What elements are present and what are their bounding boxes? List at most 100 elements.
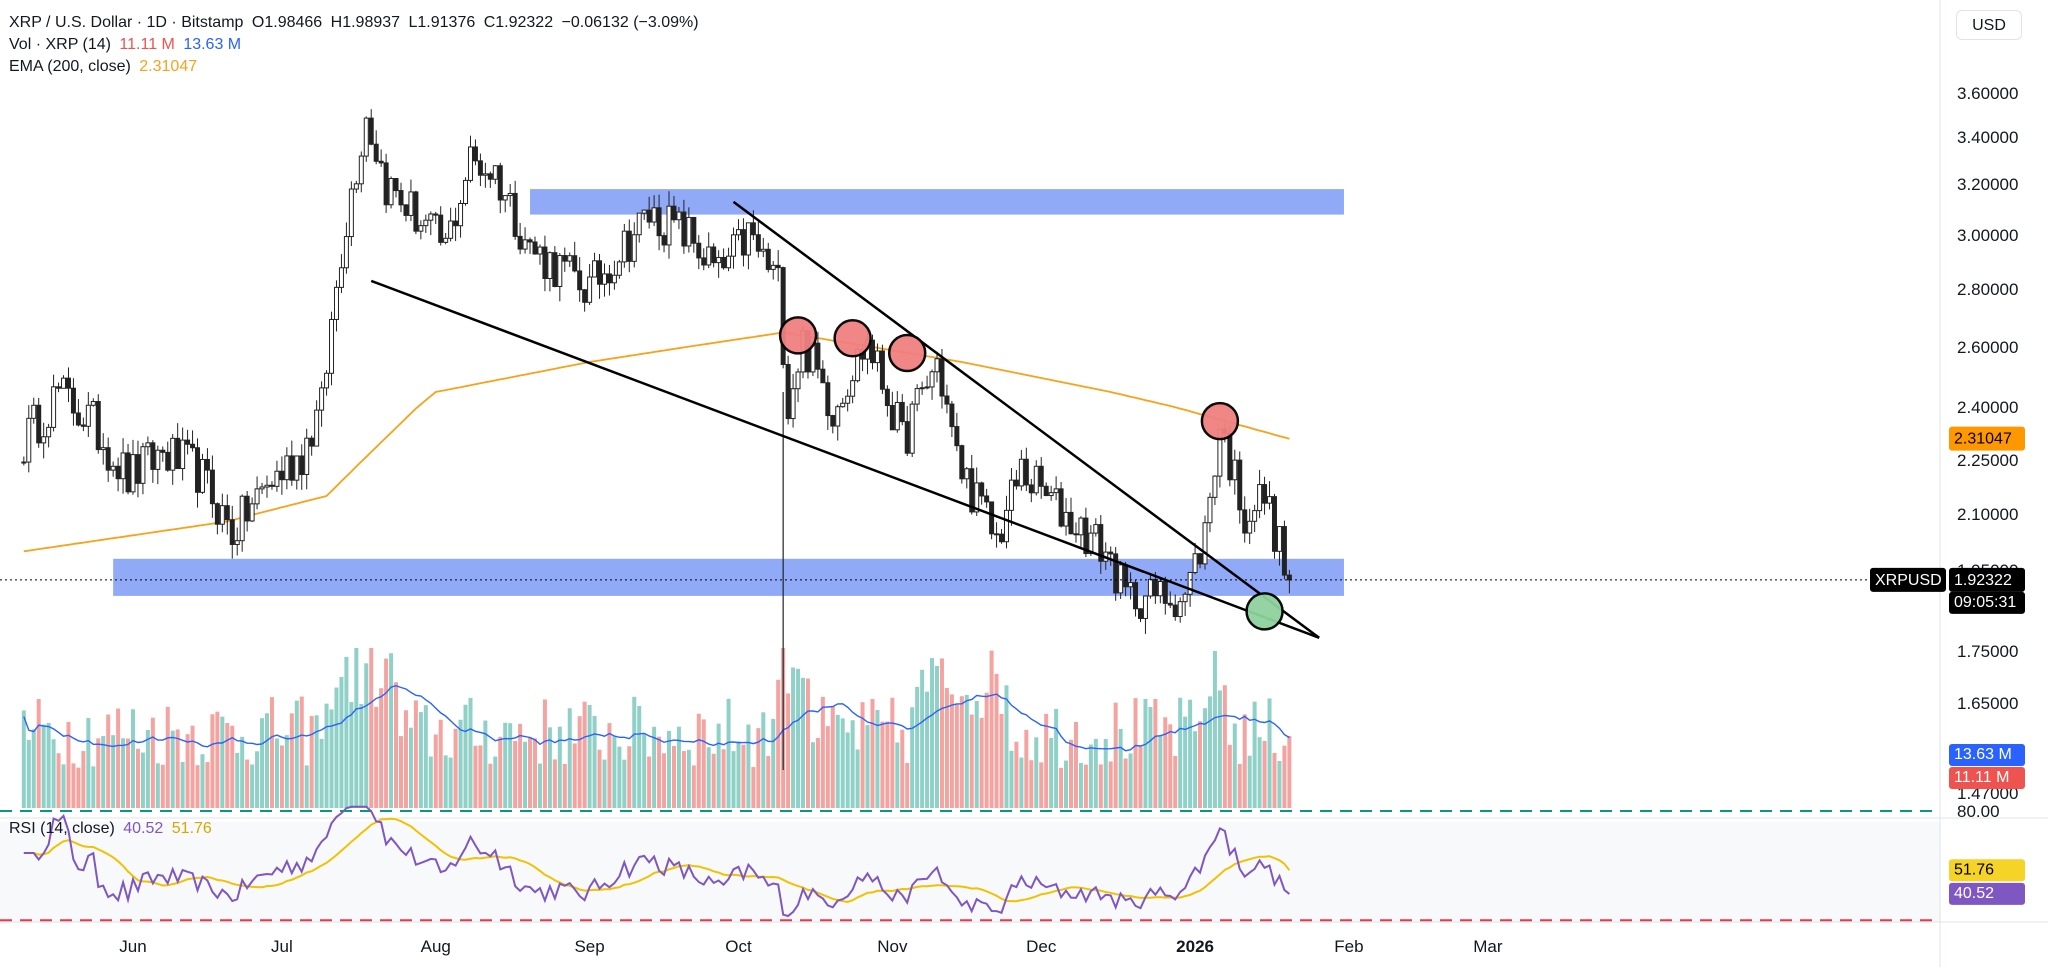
volume-bar: [513, 740, 518, 808]
candle: [567, 252, 573, 267]
candle: [95, 394, 101, 454]
candle: [1078, 516, 1084, 547]
price-tick-label: 2.60000: [1957, 338, 2018, 357]
candle: [1197, 552, 1203, 569]
candle: [1003, 495, 1009, 549]
rsi-line: [23, 805, 1291, 918]
volume-bar: [349, 702, 354, 808]
candle: [924, 375, 930, 390]
candle: [274, 460, 280, 492]
candle: [294, 455, 300, 490]
price-tick-label: 3.20000: [1957, 175, 2018, 194]
volume-bar: [989, 650, 994, 808]
time-axis-label: Jun: [119, 937, 146, 956]
volume-bar: [905, 762, 910, 808]
candle: [105, 437, 111, 482]
volume-bar: [56, 753, 61, 808]
volume-bar: [155, 763, 160, 808]
volume-bar: [1287, 735, 1292, 808]
candle: [646, 196, 652, 229]
candle: [314, 400, 320, 447]
candle: [1018, 450, 1024, 491]
volume-bar: [557, 726, 562, 808]
volume-bar: [96, 738, 101, 808]
candle: [324, 370, 330, 396]
volume-legend[interactable]: Vol · XRP (14) 11.11 M 13.63 M: [9, 36, 245, 54]
volume-bar: [1083, 764, 1088, 808]
rsi-legend[interactable]: RSI (14, close) 40.52 51.76: [9, 820, 216, 838]
candle: [65, 367, 71, 403]
candle: [1182, 591, 1188, 616]
symbol-title: XRP / U.S. Dollar · 1D · Bitstamp: [9, 14, 244, 31]
candle: [914, 384, 920, 412]
candle: [319, 381, 325, 427]
candle: [651, 195, 657, 227]
volume-bar: [711, 753, 716, 808]
volume-bar: [483, 720, 488, 808]
symbol-legend[interactable]: XRP / U.S. Dollar · 1D · Bitstamp O1.984…: [9, 14, 703, 32]
price-tick-label: 2.40000: [1957, 398, 2018, 417]
time-axis-label: Jul: [271, 937, 293, 956]
candle: [1177, 597, 1183, 623]
candle: [358, 151, 364, 193]
candle: [840, 397, 846, 408]
volume-bar: [294, 700, 299, 808]
volume-bar: [900, 729, 905, 808]
candle: [661, 232, 667, 253]
volume-bar: [1153, 698, 1158, 808]
candle: [195, 438, 201, 508]
candle: [845, 389, 851, 412]
volume-bar: [116, 708, 121, 808]
volume-bar: [1059, 767, 1064, 808]
candle: [329, 311, 335, 386]
trendline-0: [370, 279, 1320, 639]
volume-bar: [657, 736, 662, 808]
candle: [80, 417, 86, 432]
candle: [368, 109, 374, 146]
time-axis-label: Oct: [725, 937, 752, 956]
candle: [1038, 457, 1044, 499]
volume-bar: [1188, 699, 1193, 808]
volume-bar: [776, 679, 781, 808]
volume-bar: [1282, 745, 1287, 808]
volume-bar: [761, 712, 766, 808]
volume-bar: [160, 764, 165, 808]
ema-legend[interactable]: EMA (200, close) 2.31047: [9, 58, 201, 76]
candle: [731, 227, 737, 269]
candle: [75, 399, 81, 427]
candle: [735, 219, 741, 241]
candle: [284, 447, 290, 490]
rsi-value: 40.52: [123, 820, 164, 837]
time-axis-label: Feb: [1334, 937, 1363, 956]
candle: [433, 211, 439, 225]
svg-text:11.11 M: 11.11 M: [1954, 769, 2009, 786]
trendline-1: [732, 200, 1320, 639]
volume-bar: [676, 726, 681, 808]
resistance-touch-marker: [833, 319, 872, 358]
candle: [254, 476, 260, 510]
time-axis-label: Sep: [574, 937, 604, 956]
volume-bar: [1262, 740, 1267, 808]
volume-bar: [771, 718, 776, 808]
volume-bar: [106, 714, 111, 808]
volume-bar: [488, 763, 493, 808]
volume-bar: [379, 688, 384, 808]
candle: [686, 207, 692, 253]
candle: [448, 207, 454, 242]
volume-bar: [622, 759, 627, 808]
candle: [874, 343, 880, 372]
volume-bar: [1193, 731, 1198, 808]
candle: [413, 190, 419, 235]
volume-bar: [930, 658, 935, 808]
candle: [1286, 569, 1292, 594]
candle: [1212, 475, 1218, 506]
candle: [180, 427, 186, 481]
candle: [115, 457, 121, 492]
volume-bar: [255, 751, 260, 808]
currency-button[interactable]: USD: [1956, 10, 2022, 40]
candle: [1068, 497, 1074, 535]
candle: [775, 250, 781, 282]
candle: [641, 209, 647, 220]
volume-bar: [314, 715, 319, 808]
